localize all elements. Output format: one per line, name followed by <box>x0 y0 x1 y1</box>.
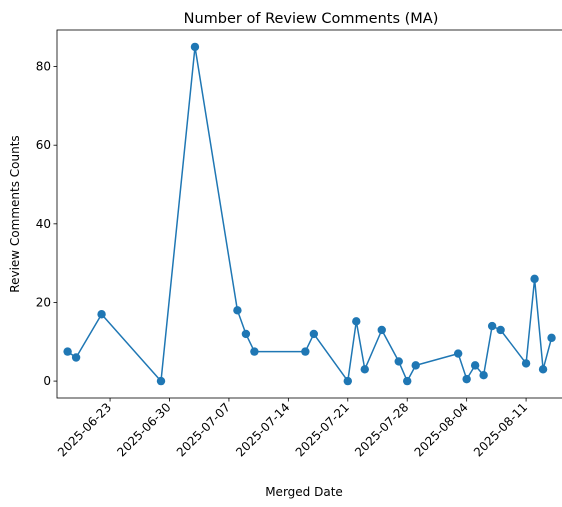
data-point <box>301 347 310 356</box>
plot-area <box>63 42 556 386</box>
data-point <box>470 361 480 370</box>
y-tick-label: 20 <box>36 295 51 309</box>
y-tick-label: 0 <box>43 374 51 388</box>
data-point <box>377 325 386 335</box>
data-point <box>521 359 531 368</box>
data-point <box>530 274 539 284</box>
data-point <box>71 353 81 362</box>
y-axis-label: Review Comments Counts <box>8 135 22 292</box>
data-point <box>394 357 403 366</box>
data-point <box>462 374 471 384</box>
y-tick-label: 60 <box>36 138 51 152</box>
chart-title: Number of Review Comments (MA) <box>184 11 439 27</box>
data-point <box>487 321 497 331</box>
data-point <box>250 347 259 356</box>
data-point <box>63 347 72 356</box>
data-point <box>547 333 556 343</box>
x-axis-label: Merged Date <box>265 485 343 499</box>
plot-frame <box>56 29 562 399</box>
data-point <box>309 329 319 339</box>
y-tick-label: 80 <box>36 60 51 74</box>
y-tick-label: 40 <box>36 217 51 231</box>
data-point <box>352 317 361 326</box>
data-point <box>97 310 106 319</box>
data-point <box>496 325 505 335</box>
data-point <box>190 42 200 52</box>
data-point <box>360 365 369 374</box>
data-point <box>479 370 488 380</box>
data-point <box>453 349 463 358</box>
data-point <box>538 365 548 374</box>
data-point <box>403 376 412 386</box>
data-point <box>343 376 352 386</box>
data-point <box>233 306 242 315</box>
data-point <box>156 376 166 386</box>
data-point <box>411 361 420 370</box>
data-point <box>241 329 251 339</box>
